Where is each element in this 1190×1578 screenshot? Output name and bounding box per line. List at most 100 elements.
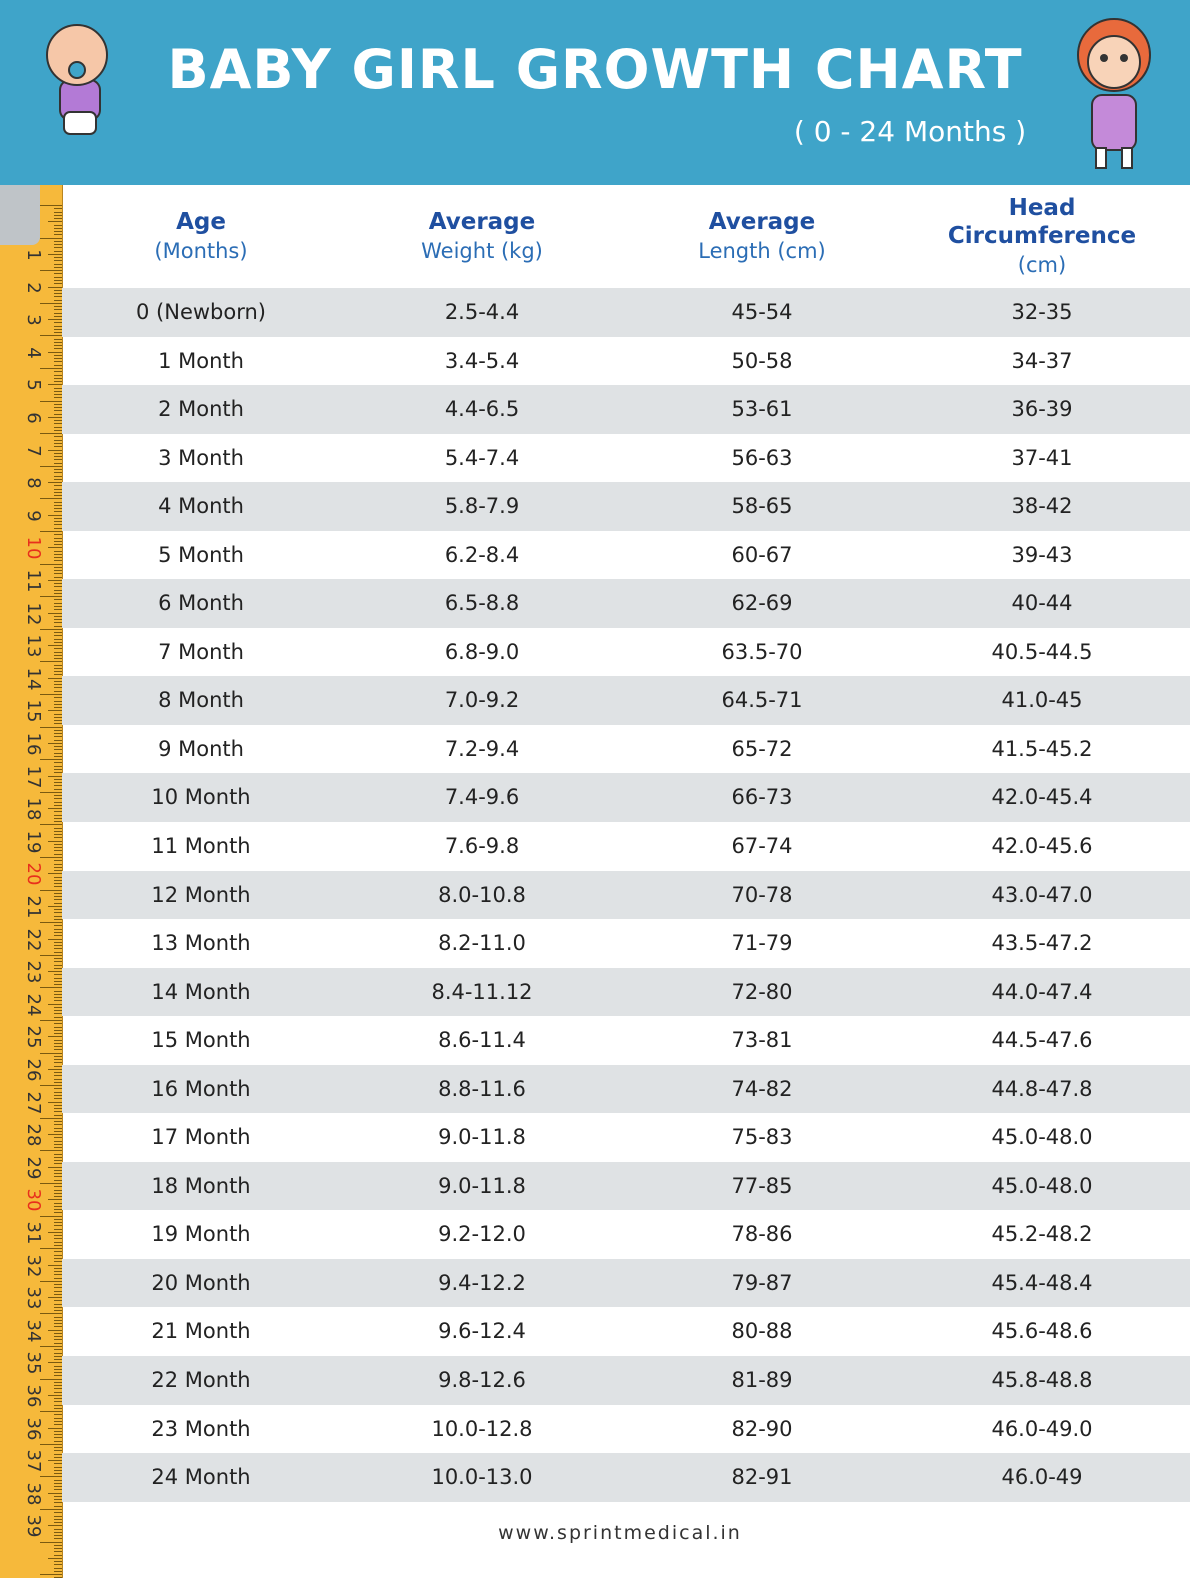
ruler-label: 4	[23, 347, 44, 359]
ruler-tick	[54, 452, 62, 454]
table-row: 8 Month 7.0-9.2 64.5-71 41.0-45	[62, 676, 1190, 725]
ruler-tick	[54, 446, 62, 448]
subtitle: ( 0 - 24 Months )	[793, 115, 1027, 148]
ruler-tick	[40, 1574, 62, 1576]
ruler-tick	[54, 1365, 62, 1367]
ruler-label: 37	[23, 1449, 44, 1473]
ruler-tick	[54, 1075, 62, 1077]
ruler-tick	[54, 1121, 62, 1123]
table-row: 14 Month 8.4-11.12 72-80 44.0-47.4	[62, 967, 1190, 1017]
ruler-tick	[54, 1564, 62, 1566]
table-cell: 67-74	[731, 834, 793, 859]
table-cell: 23 Month	[151, 1416, 251, 1441]
ruler-tick	[48, 449, 62, 451]
ruler-tick	[54, 309, 62, 311]
ruler-tick	[54, 772, 62, 774]
ruler-tick	[54, 739, 62, 741]
ruler-label: 14	[23, 667, 44, 691]
ruler-tick	[54, 208, 62, 210]
ruler-tick	[54, 293, 62, 295]
table-cell: 38-42	[1011, 494, 1073, 519]
table-row: 11 Month 7.6-9.8 67-74 42.0-45.6	[62, 822, 1190, 871]
table-cell: 46.0-49	[1001, 1465, 1083, 1490]
ruler-tick	[54, 863, 62, 865]
ruler-tick	[40, 498, 62, 500]
ruler-tick	[54, 1013, 62, 1015]
ruler-tick	[54, 690, 62, 692]
ruler-tick	[54, 1420, 62, 1422]
ruler-label: 7	[23, 444, 44, 457]
table-cell: 32-35	[1011, 300, 1073, 324]
ruler-tick	[48, 971, 62, 973]
ruler-tick	[54, 573, 62, 575]
ruler-tick	[54, 469, 62, 471]
ruler-tick	[54, 827, 62, 829]
ruler-tick	[54, 456, 62, 458]
table-row: 0 (Newborn) 2.5-4.4 45-54 32-35	[62, 288, 1190, 337]
ruler-tick	[40, 1117, 62, 1119]
ruler-tick	[54, 980, 62, 982]
ruler-tick	[54, 1336, 62, 1338]
table-cell: 2.5-4.4	[444, 300, 520, 324]
ruler-tick	[54, 332, 62, 334]
ruler-tick	[54, 1284, 62, 1286]
table-cell: 45.4-48.4	[991, 1270, 1093, 1295]
ruler-tick	[54, 830, 62, 832]
ruler-tick	[54, 521, 62, 523]
ruler-tick	[48, 547, 62, 549]
ruler-tick	[54, 599, 62, 601]
table-cell: 8.0-10.8	[438, 882, 526, 907]
ruler-label: 29	[23, 1156, 44, 1180]
ruler-tick	[54, 843, 62, 845]
ruler-tick	[54, 227, 62, 229]
table-cell: 58-65	[731, 494, 793, 519]
ruler-tick	[54, 1111, 62, 1113]
ruler-tick	[54, 1482, 62, 1484]
ruler-tick	[54, 1235, 62, 1237]
ruler-tick	[54, 527, 62, 529]
ruler-tick	[54, 586, 62, 588]
ruler-tick	[54, 1456, 62, 1458]
ruler-tick	[54, 720, 62, 722]
table-cell: 44.8-47.8	[991, 1076, 1093, 1101]
ruler-tick	[54, 1479, 62, 1481]
ruler-tick	[54, 1062, 62, 1064]
table-cell: 13 Month	[151, 931, 251, 956]
table-cell: 3 Month	[158, 445, 244, 470]
ruler-tick	[54, 716, 62, 718]
ruler-tick	[54, 1463, 62, 1465]
ruler-label: 36	[23, 1384, 44, 1408]
ruler-tick	[54, 1228, 62, 1230]
table-body: 0 (Newborn) 2.5-4.4 45-54 32-35 1 Month 3.4-5…	[62, 288, 1190, 1502]
ruler-tick	[40, 1411, 62, 1413]
ruler-tick	[54, 485, 62, 487]
ruler-label: 26	[23, 1058, 44, 1082]
column-header: Average Length (cm)	[622, 185, 902, 288]
ruler-tick	[54, 1473, 62, 1475]
ruler-tick	[54, 1205, 62, 1207]
table-cell: 14 Month	[151, 979, 251, 1004]
ruler-tick	[54, 1078, 62, 1080]
ruler-tick	[40, 1313, 62, 1315]
ruler-tick	[54, 1375, 62, 1377]
table-cell: 3.4-5.4	[444, 348, 520, 373]
ruler-tick	[54, 602, 62, 604]
ruler-label: 11	[23, 569, 44, 593]
ruler-label: 28	[23, 1123, 44, 1147]
table-cell: 19 Month	[151, 1222, 251, 1247]
ruler-tick	[54, 912, 62, 914]
ruler-tick	[54, 472, 62, 474]
ruler-tick	[54, 1528, 62, 1530]
ruler-tick	[48, 742, 62, 744]
ruler-tick	[54, 358, 62, 360]
ruler-tick	[48, 1492, 62, 1494]
ruler-tick	[54, 495, 62, 497]
ruler-tick	[54, 638, 62, 640]
table-cell: 9.0-11.8	[438, 1125, 526, 1150]
ruler-tick	[54, 622, 62, 624]
column-title: Head Circumference	[947, 194, 1137, 249]
table-cell: 44.0-47.4	[991, 979, 1093, 1004]
ruler-tick	[54, 1147, 62, 1149]
ruler-tick	[54, 475, 62, 477]
ruler-tick	[54, 374, 62, 376]
